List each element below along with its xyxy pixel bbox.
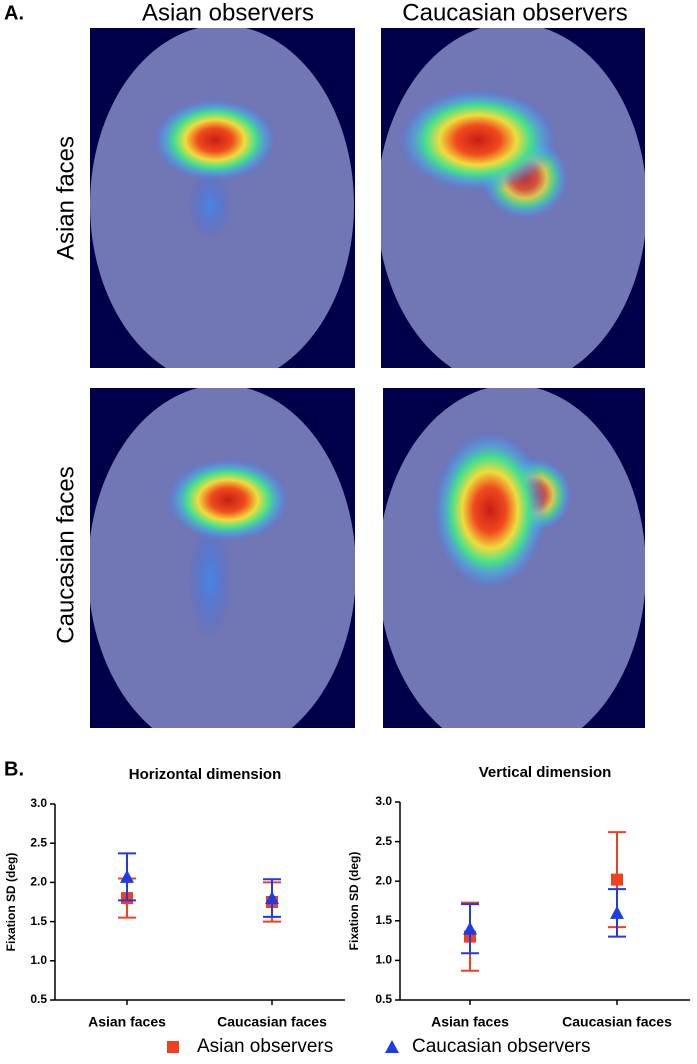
y-tick-label: 1.0 — [375, 953, 392, 967]
x-tick-label: Asian faces — [88, 1014, 166, 1030]
x-tick-label: Caucasian faces — [217, 1014, 327, 1030]
y-tick-label: 3.0 — [30, 796, 47, 810]
marker-triangle — [610, 905, 624, 919]
y-tick-label: 2.0 — [375, 873, 392, 887]
y-tick-label: 2.5 — [375, 834, 392, 848]
row-header: Asian faces — [52, 136, 79, 260]
y-tick-label: 1.5 — [375, 913, 392, 927]
marker-triangle — [463, 921, 477, 935]
marker-square — [167, 1041, 179, 1053]
marker-triangle — [265, 891, 279, 905]
chart-title: Vertical dimension — [479, 764, 612, 781]
y-tick-label: 0.5 — [375, 992, 392, 1006]
heatmap-panel — [383, 388, 645, 728]
y-tick-label: 2.5 — [30, 835, 47, 849]
y-tick-label: 0.5 — [30, 992, 47, 1006]
x-tick-label: Asian faces — [431, 1014, 509, 1030]
y-tick-label: 3.0 — [375, 794, 392, 808]
marker-triangle — [385, 1040, 399, 1053]
y-tick-label: 1.0 — [30, 953, 47, 967]
marker-square — [611, 873, 623, 886]
y-tick-label: 2.0 — [30, 875, 47, 889]
legend-label: Asian observers — [197, 1036, 333, 1057]
row-header: Caucasian faces — [52, 466, 79, 643]
chart-title: Horizontal dimension — [129, 766, 282, 783]
legend-label: Caucasian observers — [412, 1036, 590, 1057]
y-axis-label: Fixation SD (deg) — [4, 853, 18, 952]
panel-label: A. — [4, 2, 24, 24]
x-tick-label: Caucasian faces — [562, 1014, 672, 1030]
y-tick-label: 1.5 — [30, 914, 47, 928]
marker-triangle — [120, 869, 134, 883]
column-header: Caucasian observers — [402, 0, 627, 26]
heatmap-panel — [381, 28, 645, 368]
heatmap-panel — [90, 388, 355, 728]
panel-label: B. — [4, 758, 24, 780]
y-axis-label: Fixation SD (deg) — [347, 852, 361, 951]
heatmap-panel — [90, 28, 355, 368]
column-header: Asian observers — [142, 0, 314, 26]
